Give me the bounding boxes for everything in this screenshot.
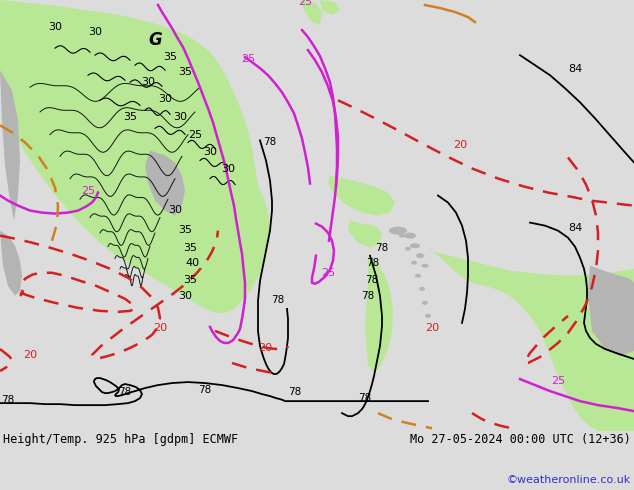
Text: 30: 30 bbox=[168, 205, 182, 215]
Text: 25: 25 bbox=[321, 268, 335, 278]
Text: 30: 30 bbox=[203, 147, 217, 157]
Ellipse shape bbox=[416, 253, 424, 258]
Polygon shape bbox=[430, 249, 634, 431]
Ellipse shape bbox=[415, 274, 421, 278]
Text: 20: 20 bbox=[453, 141, 467, 150]
Text: 20: 20 bbox=[153, 323, 167, 333]
Text: 30: 30 bbox=[178, 291, 192, 301]
Text: 40: 40 bbox=[185, 258, 199, 268]
Text: 25: 25 bbox=[81, 186, 95, 196]
Text: 35: 35 bbox=[163, 52, 177, 62]
Ellipse shape bbox=[410, 243, 420, 248]
Text: 84: 84 bbox=[568, 64, 582, 74]
Text: Height/Temp. 925 hPa [gdpm] ECMWF: Height/Temp. 925 hPa [gdpm] ECMWF bbox=[3, 433, 238, 446]
Ellipse shape bbox=[399, 234, 405, 238]
Text: 78: 78 bbox=[198, 385, 212, 395]
Text: 35: 35 bbox=[178, 67, 192, 77]
Text: 35: 35 bbox=[178, 224, 192, 235]
Polygon shape bbox=[0, 231, 22, 296]
Text: G: G bbox=[148, 31, 162, 49]
Text: ©weatheronline.co.uk: ©weatheronline.co.uk bbox=[507, 475, 631, 485]
Polygon shape bbox=[240, 175, 270, 263]
Text: 78: 78 bbox=[365, 275, 378, 285]
Text: 25: 25 bbox=[241, 54, 255, 64]
Polygon shape bbox=[300, 0, 322, 25]
Text: 35: 35 bbox=[183, 243, 197, 253]
Ellipse shape bbox=[422, 301, 428, 305]
Text: 30: 30 bbox=[141, 77, 155, 87]
Text: 78: 78 bbox=[288, 387, 302, 397]
Text: 25: 25 bbox=[298, 0, 312, 7]
Ellipse shape bbox=[419, 287, 425, 291]
Text: 84: 84 bbox=[568, 222, 582, 233]
Text: 35: 35 bbox=[183, 275, 197, 285]
Ellipse shape bbox=[405, 246, 411, 251]
Polygon shape bbox=[588, 266, 634, 356]
Text: 78: 78 bbox=[366, 258, 380, 268]
Polygon shape bbox=[0, 70, 20, 221]
Polygon shape bbox=[328, 175, 395, 216]
Text: 25: 25 bbox=[188, 130, 202, 141]
Text: 30: 30 bbox=[173, 112, 187, 122]
Text: 25: 25 bbox=[551, 376, 565, 386]
Text: 30: 30 bbox=[221, 165, 235, 174]
Ellipse shape bbox=[425, 314, 431, 318]
Text: Mo 27-05-2024 00:00 UTC (12+36): Mo 27-05-2024 00:00 UTC (12+36) bbox=[410, 433, 631, 446]
Text: 30: 30 bbox=[158, 94, 172, 104]
Text: 78: 78 bbox=[263, 137, 276, 147]
Ellipse shape bbox=[404, 233, 416, 239]
Text: 78: 78 bbox=[358, 393, 372, 403]
Text: 35: 35 bbox=[123, 112, 137, 122]
Text: 20: 20 bbox=[23, 350, 37, 360]
Text: 78: 78 bbox=[1, 395, 15, 405]
Ellipse shape bbox=[422, 264, 429, 268]
Text: 78: 78 bbox=[119, 387, 132, 397]
Text: 20: 20 bbox=[258, 343, 272, 353]
Polygon shape bbox=[145, 150, 185, 216]
Text: 78: 78 bbox=[375, 243, 389, 253]
Ellipse shape bbox=[411, 261, 417, 265]
Text: 78: 78 bbox=[361, 291, 375, 301]
Polygon shape bbox=[320, 0, 340, 15]
Text: 78: 78 bbox=[271, 295, 285, 305]
Text: 30: 30 bbox=[88, 27, 102, 37]
Polygon shape bbox=[365, 256, 393, 373]
Text: 30: 30 bbox=[48, 22, 62, 32]
Polygon shape bbox=[0, 0, 264, 313]
Polygon shape bbox=[348, 220, 382, 247]
Text: 20: 20 bbox=[425, 323, 439, 333]
Ellipse shape bbox=[389, 227, 407, 235]
